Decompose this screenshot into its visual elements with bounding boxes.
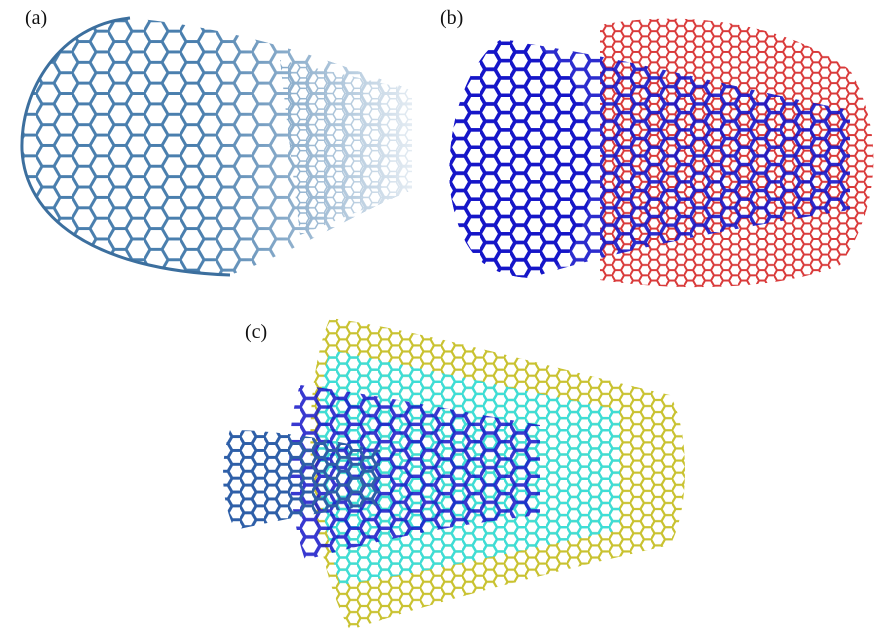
nanotube-b: [449, 19, 873, 288]
panel-label: (a): [25, 7, 47, 29]
panel-label: (b): [440, 7, 463, 29]
page: (a) (b) (c) (() => { const data = JSON.p…: [0, 0, 887, 633]
nanotube-c: [223, 318, 685, 630]
panel-label: (c): [245, 321, 267, 343]
figure: (a) (b) (c): [0, 0, 887, 633]
nanotube-a: [22, 18, 412, 275]
